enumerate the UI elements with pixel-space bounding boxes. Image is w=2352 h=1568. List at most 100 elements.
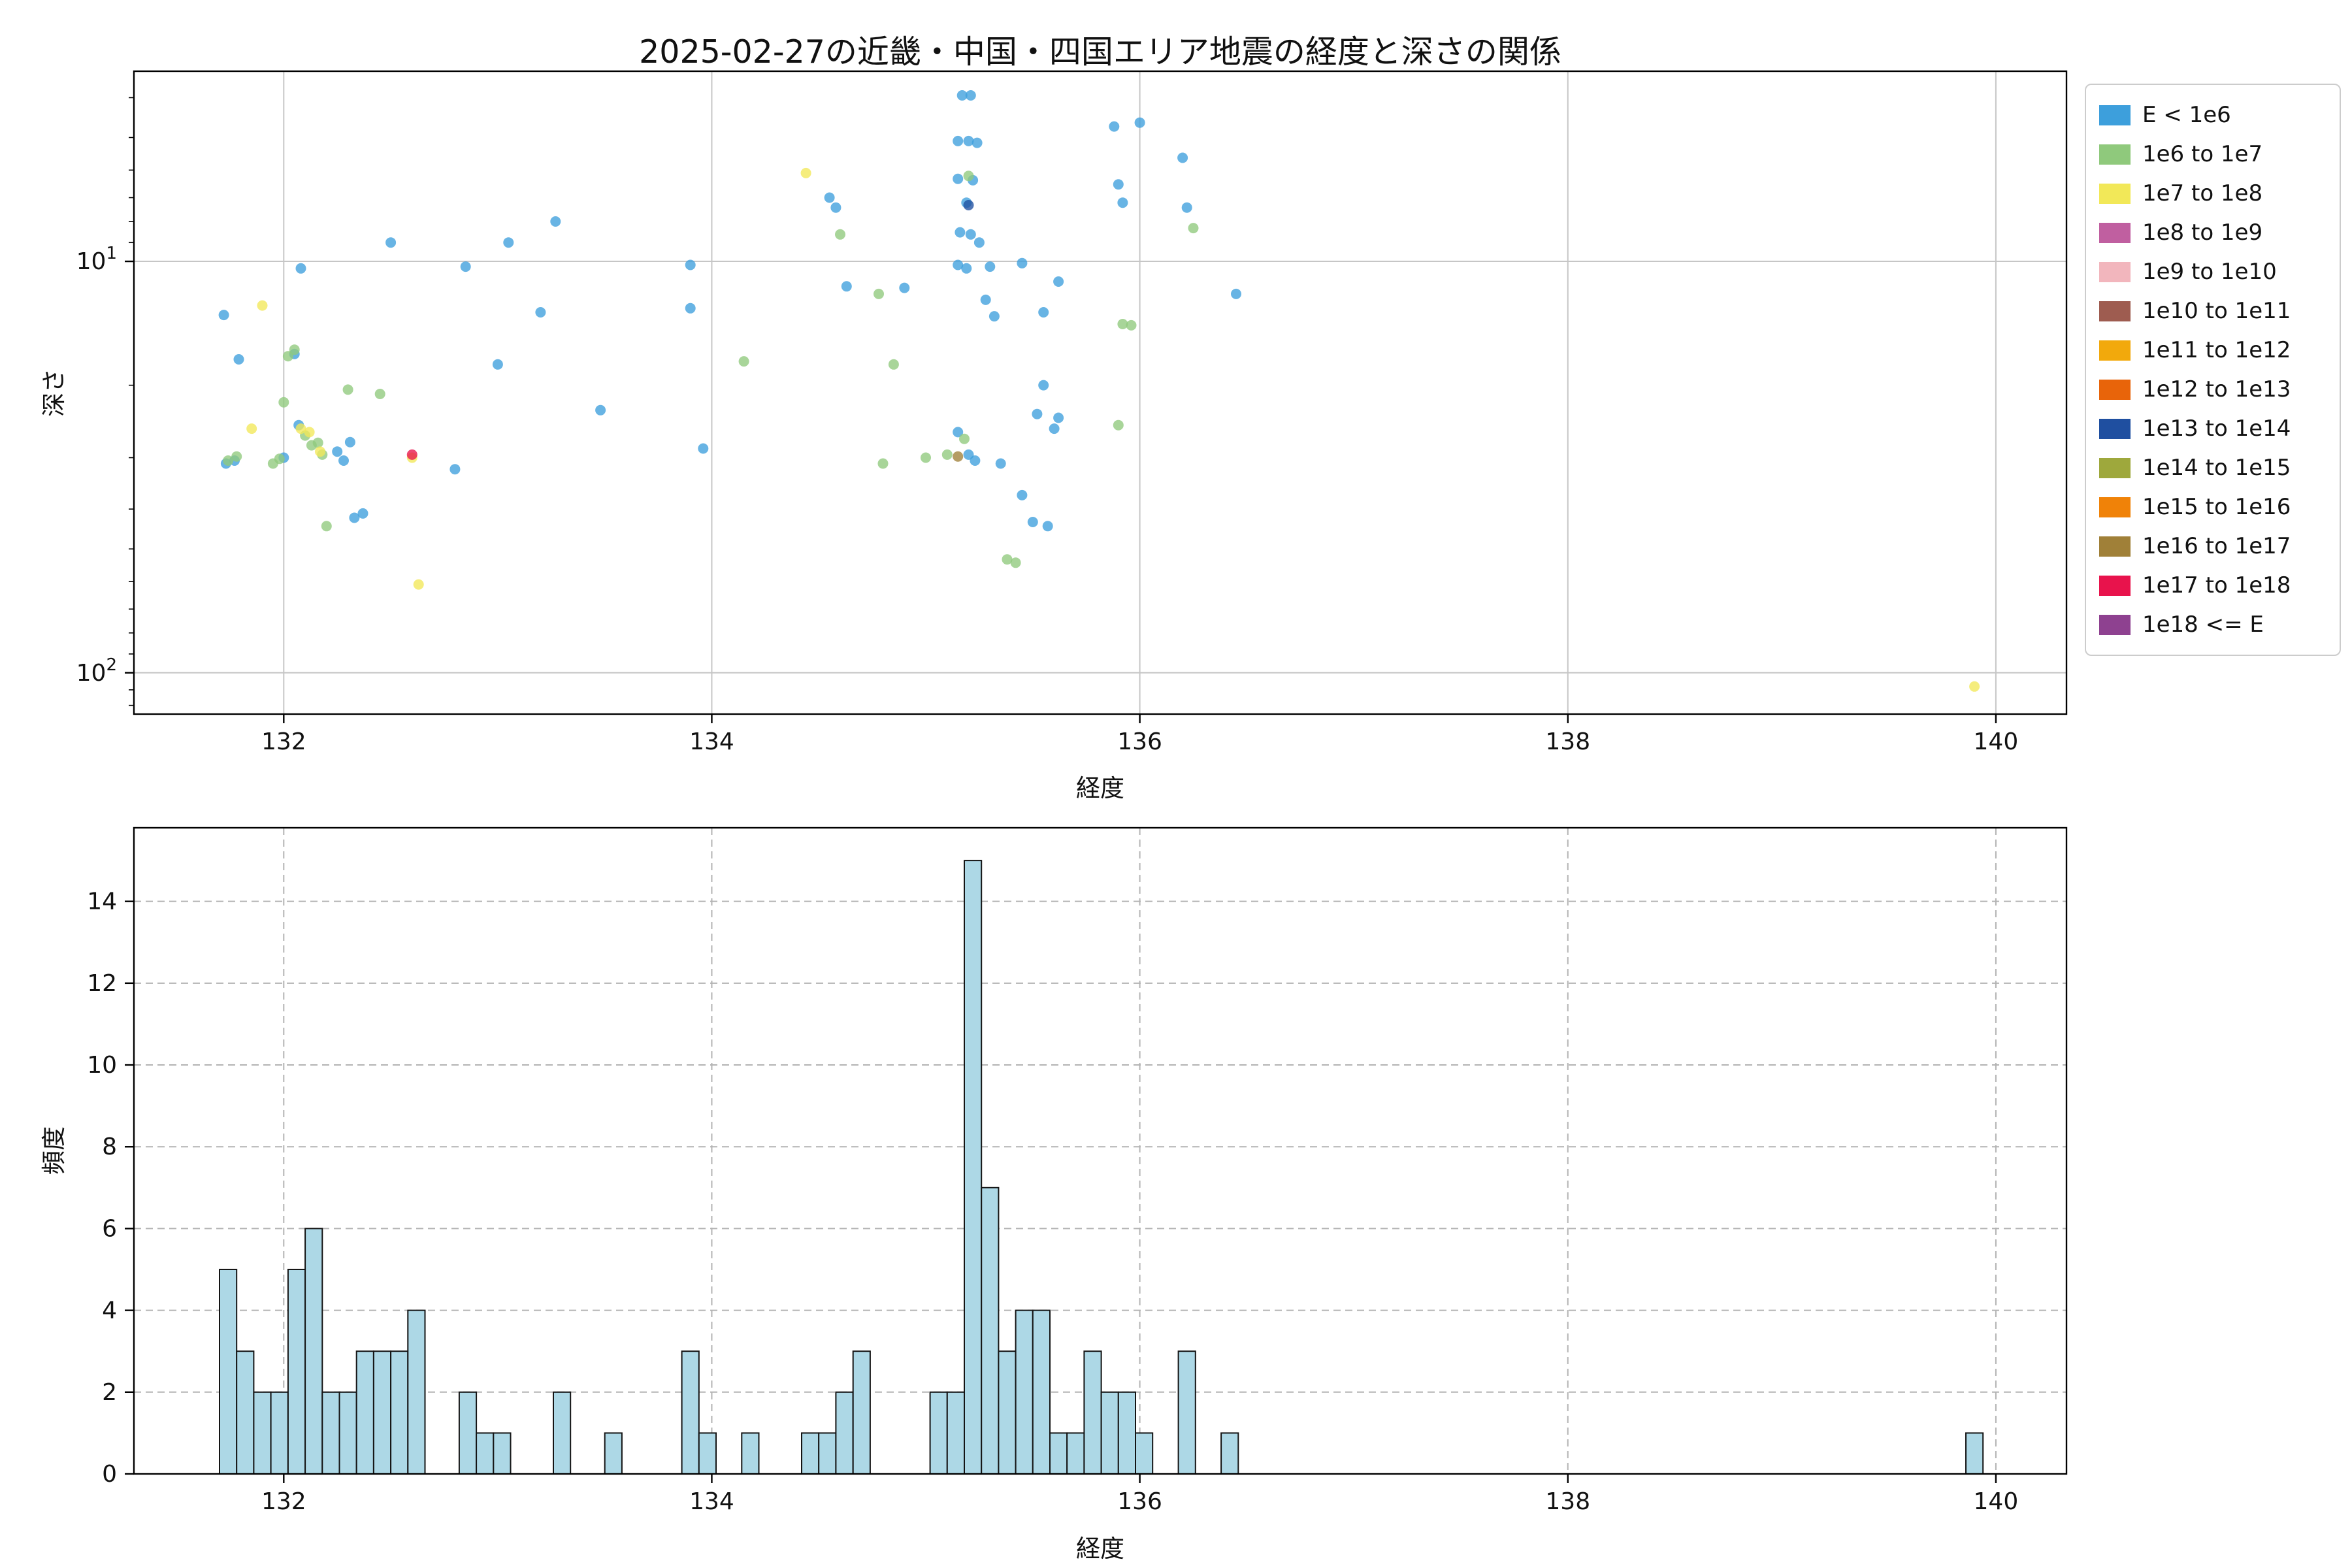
histogram-bar — [698, 1432, 717, 1475]
scatter-spines — [133, 70, 2068, 715]
scatter-point — [972, 137, 983, 148]
histogram-ytick-label: 2 — [102, 1379, 117, 1406]
scatter-point — [965, 229, 976, 240]
histogram-bar — [1220, 1432, 1239, 1475]
legend-label: 1e6 to 1e7 — [2142, 141, 2263, 167]
scatter-point — [1181, 202, 1192, 213]
scatter-point — [460, 261, 471, 272]
scatter-point — [503, 237, 514, 248]
legend-label: 1e12 to 1e13 — [2142, 376, 2291, 402]
histogram-bar — [929, 1391, 948, 1475]
histogram-bar — [1032, 1309, 1051, 1475]
scatter-point — [1134, 117, 1145, 128]
scatter-point — [295, 423, 306, 434]
legend-label: 1e10 to 1e11 — [2142, 298, 2291, 324]
histogram-plot: 132 134 136 138 140 0 2 4 6 8 10 12 14 — [87, 826, 2068, 1515]
legend-entry: 1e7 to 1e8 — [2099, 174, 2327, 213]
scatter-point — [995, 458, 1006, 469]
scatter-point — [1027, 517, 1038, 527]
scatter-point — [1042, 521, 1053, 532]
scatter-point — [332, 446, 343, 457]
scatter-point — [1038, 307, 1049, 318]
histogram-bar — [458, 1391, 478, 1475]
scatter-point — [1177, 152, 1188, 163]
histogram-xtick-label: 138 — [1545, 1488, 1590, 1515]
scatter-point — [449, 464, 461, 475]
histogram-xlabel: 経度 — [1076, 1535, 1124, 1563]
legend-entry: 1e17 to 1e18 — [2099, 566, 2327, 605]
legend-swatch — [2099, 418, 2131, 439]
legend-swatch — [2099, 575, 2131, 596]
legend-entry: E < 1e6 — [2099, 95, 2327, 135]
histogram-bars — [219, 860, 1984, 1475]
scatter-point — [233, 354, 244, 365]
histogram-bar — [372, 1350, 392, 1475]
scatter-point — [321, 521, 332, 532]
scatter-point — [953, 427, 964, 438]
scatter-ticks: 132 134 136 138 140 101 102 — [76, 97, 2019, 755]
scatter-ytick-label: 102 — [76, 655, 117, 687]
histogram-bar — [390, 1350, 409, 1475]
scatter-point — [289, 344, 300, 355]
chart-title: 2025-02-27の近畿・中国・四国エリア地震の経度と深さの関係 — [639, 33, 1561, 71]
legend-swatch — [2099, 144, 2131, 165]
scatter-point — [1231, 288, 1241, 299]
scatter-plot: 132 134 136 138 140 101 102 — [76, 70, 2068, 755]
scatter-xtick-label: 140 — [1974, 728, 2019, 755]
scatter-point — [357, 508, 368, 519]
scatter-point — [304, 427, 315, 438]
legend-label: 1e18 <= E — [2142, 612, 2264, 638]
histogram-bar — [338, 1391, 357, 1475]
scatter-point — [492, 359, 503, 370]
scatter-point — [1113, 419, 1124, 431]
scatter-point — [385, 237, 397, 248]
legend-swatch — [2099, 261, 2131, 282]
scatter-point — [1126, 319, 1137, 331]
histogram-bar — [355, 1350, 374, 1475]
legend-swatch — [2099, 105, 2131, 125]
scatter-point — [830, 202, 841, 213]
scatter-point — [1002, 554, 1013, 565]
scatter-point — [218, 310, 229, 321]
legend-label: 1e14 to 1e15 — [2142, 455, 2291, 481]
scatter-point — [921, 452, 931, 463]
scatter-point — [295, 263, 306, 274]
histogram-bar — [219, 1269, 238, 1475]
scatter-point — [344, 436, 355, 448]
scatter-point — [338, 455, 349, 466]
scatter-point — [959, 433, 970, 444]
histogram-ytick-label: 8 — [102, 1134, 117, 1160]
scatter-point — [988, 311, 1000, 322]
legend-swatch — [2099, 536, 2131, 557]
scatter-point — [1038, 380, 1049, 391]
scatter-point — [312, 437, 323, 448]
scatter-point — [406, 449, 417, 460]
histogram-bar — [1100, 1391, 1119, 1475]
histogram-bar — [835, 1391, 854, 1475]
scatter-point — [963, 135, 974, 146]
scatter-points — [218, 90, 1980, 692]
legend-label: 1e16 to 1e17 — [2142, 533, 2291, 559]
scatter-point — [342, 384, 353, 395]
scatter-point — [953, 259, 964, 270]
scatter-point — [980, 294, 991, 305]
scatter-xlabel: 経度 — [1076, 774, 1124, 802]
scatter-point — [413, 579, 424, 590]
scatter-xtick-label: 134 — [689, 728, 734, 755]
scatter-point — [970, 455, 981, 466]
scatter-point — [888, 359, 899, 370]
histogram-bar — [1135, 1432, 1154, 1475]
histogram-ytick-label: 6 — [102, 1215, 117, 1242]
legend-label: 1e8 to 1e9 — [2142, 220, 2263, 246]
scatter-point — [374, 389, 385, 399]
histogram-bar — [553, 1391, 572, 1475]
legend-entry: 1e11 to 1e12 — [2099, 331, 2327, 370]
scatter-point — [1053, 412, 1064, 423]
scatter-point — [274, 453, 285, 465]
scatter-point — [841, 281, 852, 292]
scatter-point — [1117, 197, 1128, 208]
histogram-bar — [253, 1391, 272, 1475]
histogram-bar — [493, 1432, 512, 1475]
histogram-xtick-label: 132 — [261, 1488, 306, 1515]
legend-entry: 1e15 to 1e16 — [2099, 487, 2327, 527]
